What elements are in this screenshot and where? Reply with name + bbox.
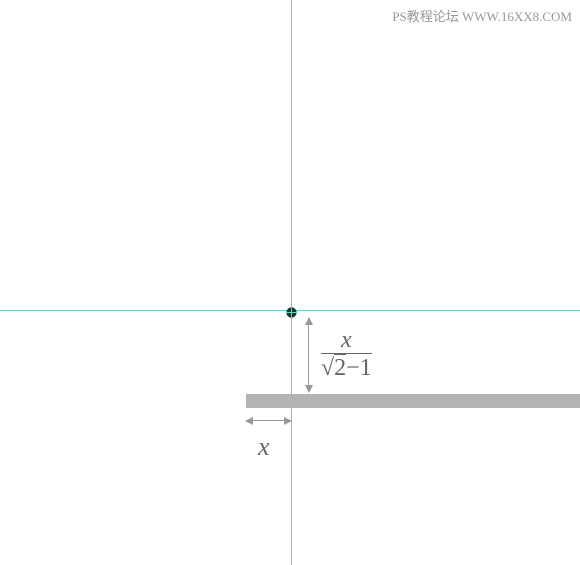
dimension-label-vertical: x √2−1 [321,328,372,381]
guide-vertical [291,0,292,565]
fraction-numerator: x [321,328,372,353]
watermark-text: PS教程论坛 WWW.16XX8.COM [392,6,572,25]
dimension-arrow-horizontal [246,420,291,421]
horizontal-bar [246,394,580,408]
dimension-label-horizontal: x [258,432,270,462]
dimension-arrow-vertical [308,318,309,392]
center-point [286,305,297,316]
fraction-denominator: √2−1 [321,353,372,381]
